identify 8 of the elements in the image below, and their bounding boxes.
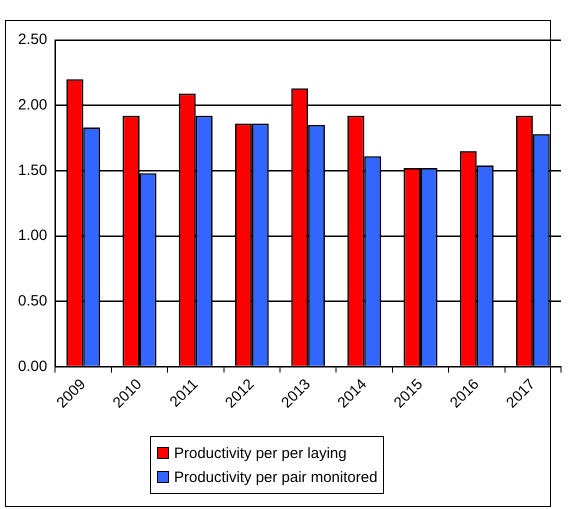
y-tick-label: 2.00 <box>18 96 48 114</box>
y-tick-label: 0.00 <box>18 358 48 375</box>
y-tick-label: 2.50 <box>18 31 48 48</box>
legend-label: Productivity per per laying <box>174 444 347 462</box>
legend-label: Productivity per pair monitored <box>174 468 378 486</box>
y-tick-label: 1.00 <box>18 227 48 244</box>
y-tick-label: 0.50 <box>18 292 48 310</box>
y-tick-label: 1.50 <box>18 162 48 179</box>
